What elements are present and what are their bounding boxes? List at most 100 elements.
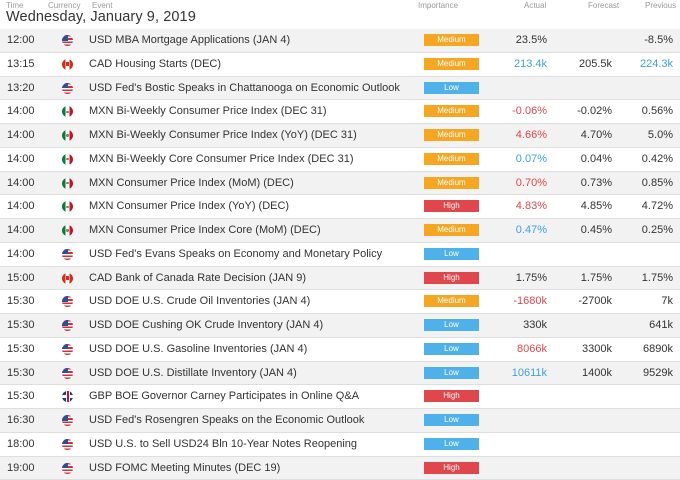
row-time: 13:20 <box>7 77 35 100</box>
row-time: 15:30 <box>7 314 35 337</box>
row-event[interactable]: MXN Bi-Weekly Consumer Price Index (YoY)… <box>89 124 357 147</box>
row-event[interactable]: MXN Consumer Price Index (YoY) (DEC) <box>89 195 289 218</box>
row-time: 16:30 <box>7 409 35 432</box>
importance-badge: Medium <box>424 34 479 46</box>
row-actual: 4.83% <box>516 195 547 218</box>
mx-flag-icon <box>62 154 73 165</box>
row-event[interactable]: MXN Consumer Price Index Core (MoM) (DEC… <box>89 219 321 242</box>
row-previous: 9529k <box>643 362 673 385</box>
row-event[interactable]: MXN Consumer Price Index (MoM) (DEC) <box>89 172 294 195</box>
row-forecast: -0.02% <box>577 100 612 123</box>
row-time: 14:00 <box>7 100 35 123</box>
importance-badge: Low <box>424 82 479 94</box>
row-time: 14:00 <box>7 124 35 147</box>
mx-flag-icon <box>62 225 73 236</box>
row-event[interactable]: GBP BOE Governor Carney Participates in … <box>89 385 359 408</box>
table-row[interactable]: 15:30 GBP BOE Governor Carney Participate… <box>0 385 680 409</box>
table-row[interactable]: 18:00 USD U.S. to Sell USD24 Bln 10-Year … <box>0 433 680 457</box>
row-time: 19:00 <box>7 457 35 480</box>
row-forecast: 0.04% <box>581 148 612 171</box>
importance-badge: High <box>424 272 479 284</box>
table-row[interactable]: 12:00 USD MBA Mortgage Applications (JAN … <box>0 29 680 53</box>
mx-flag-icon <box>62 201 73 212</box>
row-previous: 224.3k <box>640 53 673 76</box>
mx-flag-icon <box>62 106 73 117</box>
row-time: 13:15 <box>7 53 35 76</box>
row-time: 14:00 <box>7 172 35 195</box>
row-time: 14:00 <box>7 243 35 266</box>
row-event[interactable]: USD Fed's Bostic Speaks in Chattanooga o… <box>89 77 400 100</box>
row-time: 12:00 <box>7 29 35 52</box>
row-previous: 7k <box>661 290 673 313</box>
row-event[interactable]: USD MBA Mortgage Applications (JAN 4) <box>89 29 290 52</box>
importance-badge: Low <box>424 343 479 355</box>
table-row[interactable]: 14:00 MXN Bi-Weekly Consumer Price Index … <box>0 124 680 148</box>
row-event[interactable]: USD DOE U.S. Crude Oil Inventories (JAN … <box>89 290 310 313</box>
row-event[interactable]: USD DOE Cushing OK Crude Inventory (JAN … <box>89 314 323 337</box>
ca-flag-icon <box>62 273 73 284</box>
row-event[interactable]: USD DOE U.S. Distillate Inventory (JAN 4… <box>89 362 297 385</box>
row-event[interactable]: MXN Bi-Weekly Consumer Price Index (DEC … <box>89 100 327 123</box>
row-forecast: 4.70% <box>581 124 612 147</box>
row-forecast: 0.73% <box>581 172 612 195</box>
row-actual: 8066k <box>517 338 547 361</box>
col-forecast[interactable]: Forecast <box>588 1 619 10</box>
row-actual: 23.5% <box>516 29 547 52</box>
row-actual: 10611k <box>512 362 547 385</box>
row-time: 15:00 <box>7 267 35 290</box>
row-forecast: 0.45% <box>581 219 612 242</box>
col-previous[interactable]: Previous <box>645 1 676 10</box>
row-actual: 0.07% <box>516 148 547 171</box>
row-previous: 0.56% <box>642 100 673 123</box>
row-event[interactable]: USD FOMC Meeting Minutes (DEC 19) <box>89 457 280 480</box>
mx-flag-icon <box>62 130 73 141</box>
table-row[interactable]: 16:30 USD Fed's Rosengren Speaks on the E… <box>0 409 680 433</box>
importance-badge: Medium <box>424 105 479 117</box>
row-time: 18:00 <box>7 433 35 456</box>
row-forecast: 4.85% <box>581 195 612 218</box>
row-event[interactable]: MXN Bi-Weekly Core Consumer Price Index … <box>89 148 353 171</box>
row-previous: 4.72% <box>642 195 673 218</box>
importance-badge: Low <box>424 367 479 379</box>
row-actual: 4.66% <box>516 124 547 147</box>
row-previous: 0.42% <box>642 148 673 171</box>
us-flag-icon <box>62 439 73 450</box>
row-event[interactable]: USD DOE U.S. Gasoline Inventories (JAN 4… <box>89 338 307 361</box>
row-event[interactable]: USD Fed's Rosengren Speaks on the Econom… <box>89 409 364 432</box>
row-actual: 1.75% <box>516 267 547 290</box>
col-actual[interactable]: Actual <box>524 1 546 10</box>
row-event[interactable]: USD Fed's Evans Speaks on Economy and Mo… <box>89 243 382 266</box>
row-previous: 0.25% <box>642 219 673 242</box>
table-row[interactable]: 15:30 USD DOE U.S. Crude Oil Inventories … <box>0 290 680 314</box>
row-time: 15:30 <box>7 290 35 313</box>
date-heading: Wednesday, January 9, 2019 <box>6 9 196 25</box>
table-row[interactable]: 14:00 MXN Bi-Weekly Consumer Price Index … <box>0 100 680 124</box>
table-row[interactable]: 14:00 MXN Consumer Price Index (MoM) (DEC… <box>0 172 680 196</box>
table-row[interactable]: 14:00 USD Fed's Evans Speaks on Economy a… <box>0 243 680 267</box>
us-flag-icon <box>62 296 73 307</box>
row-event[interactable]: CAD Bank of Canada Rate Decision (JAN 9) <box>89 267 306 290</box>
table-row[interactable]: 13:20 USD Fed's Bostic Speaks in Chattano… <box>0 77 680 101</box>
row-time: 15:30 <box>7 385 35 408</box>
importance-badge: Low <box>424 248 479 260</box>
row-event[interactable]: CAD Housing Starts (DEC) <box>89 53 221 76</box>
row-event[interactable]: USD U.S. to Sell USD24 Bln 10-Year Notes… <box>89 433 357 456</box>
gb-flag-icon <box>62 391 73 402</box>
importance-badge: Low <box>424 438 479 450</box>
col-importance[interactable]: Importance <box>418 1 458 10</box>
row-forecast: 205.5k <box>579 53 612 76</box>
table-row[interactable]: 15:30 USD DOE Cushing OK Crude Inventory … <box>0 314 680 338</box>
row-previous: 641k <box>649 314 673 337</box>
us-flag-icon <box>62 35 73 46</box>
row-actual: 0.70% <box>516 172 547 195</box>
table-row[interactable]: 15:00 CAD Bank of Canada Rate Decision (J… <box>0 267 680 291</box>
row-actual: -0.06% <box>512 100 547 123</box>
importance-badge: Low <box>424 319 479 331</box>
